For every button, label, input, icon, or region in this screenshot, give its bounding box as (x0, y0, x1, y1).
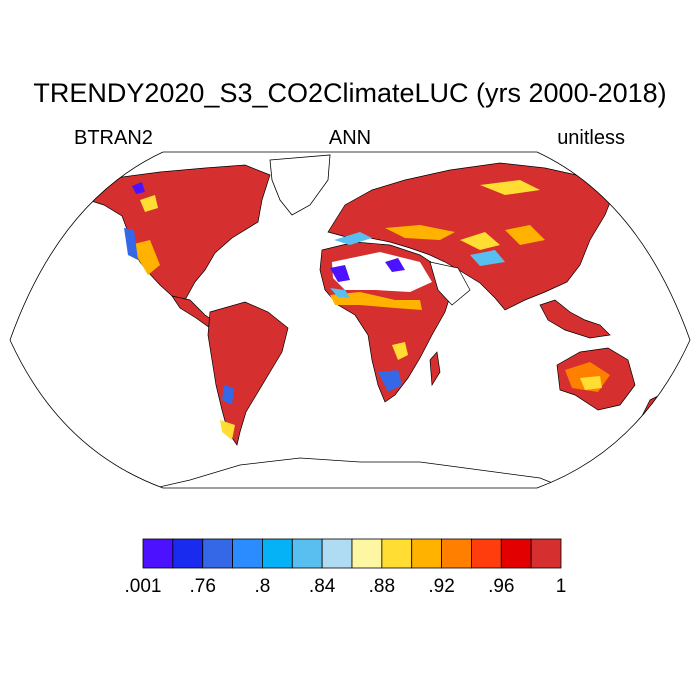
colorbar-box (471, 538, 502, 569)
colorbar-box (202, 538, 233, 569)
colorbar-box (500, 538, 532, 569)
madagascar (429, 351, 441, 387)
south-america (207, 301, 289, 446)
colorbar-label: .92 (428, 576, 454, 597)
colorbar-box (172, 538, 204, 569)
colorbar-label: .88 (369, 576, 395, 597)
map-title: TRENDY2020_S3_CO2ClimateLUC (yrs 2000-20… (33, 78, 667, 108)
colorbar-box (381, 538, 413, 569)
arabia (429, 261, 471, 306)
variable-name: BTRAN2 (74, 127, 153, 149)
colorbar-label: .96 (488, 576, 514, 597)
colorbar-box (291, 538, 323, 569)
colorbar-label: .8 (255, 576, 271, 597)
colorbar-box (321, 538, 353, 569)
projection-outline (9, 151, 691, 489)
greenland (269, 154, 331, 216)
colorbar-box (262, 538, 293, 569)
units-label: unitless (557, 127, 625, 149)
colorbar-label: 1 (556, 576, 567, 597)
antarctica (154, 457, 561, 488)
time-period: ANN (328, 127, 372, 149)
colorbar-box (351, 538, 383, 569)
colorbar-box (142, 538, 174, 569)
colorbar-box (232, 538, 263, 569)
colorbar-label: .76 (189, 576, 215, 597)
sahara (332, 252, 432, 292)
colorbar-box (411, 538, 442, 569)
colorbar-label: .84 (309, 576, 336, 597)
colorbar-box (530, 538, 562, 569)
southeast-asia (539, 299, 611, 339)
colorbar-box (441, 538, 472, 569)
north-america (87, 164, 271, 301)
colorbar-label: .001 (125, 576, 162, 597)
